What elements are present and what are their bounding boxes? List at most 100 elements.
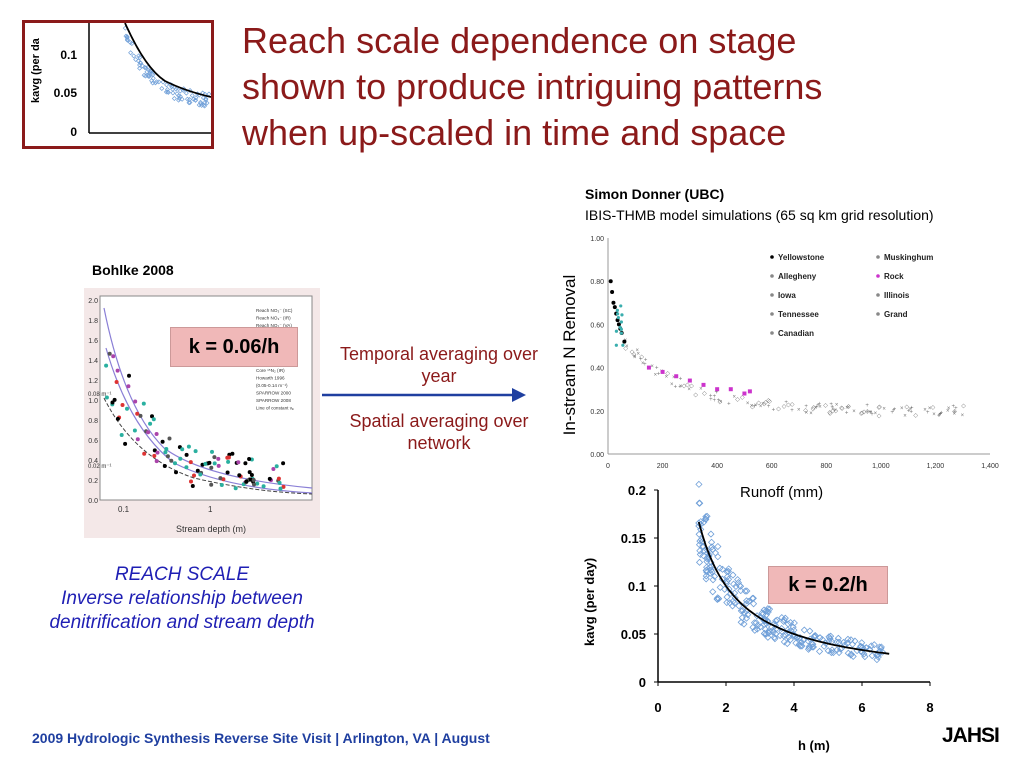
bohlke-point: [184, 465, 189, 470]
donner-point: ◇: [860, 410, 865, 416]
donner-point: +: [715, 389, 719, 395]
donner-point: ×: [670, 382, 674, 388]
bohlke-point: [178, 456, 183, 461]
donner-point: ◇: [827, 410, 832, 416]
donner-point: ◇: [782, 404, 787, 410]
donner-point: ×: [635, 348, 639, 354]
stage-xtick-label: 0: [654, 700, 661, 715]
donner-point: ×: [814, 405, 818, 411]
stage-point: [844, 635, 852, 643]
bohlke-yticks: 2.0 1.8 1.6 1.4 1.2 1.0 0.8 0.6 0.4 0.2 0.0: [88, 298, 98, 505]
thumb-point: [174, 91, 180, 97]
thumb-point: [193, 95, 199, 101]
donner-point: +: [869, 410, 873, 416]
donner-legend-marker: [770, 255, 774, 259]
donner-point: ×: [750, 403, 754, 409]
donner-point: ◇: [905, 405, 910, 411]
bohlke-legend-label: Howarth 1996: [256, 376, 285, 381]
donner-xtick-label: 600: [766, 463, 778, 470]
donner-legend-label: Grand: [884, 310, 908, 319]
donner-point: ×: [797, 408, 801, 414]
donner-point: ×: [928, 406, 932, 412]
donner-point: ×: [672, 375, 676, 381]
bohlke-point: [277, 480, 282, 485]
stage-point: [708, 568, 716, 576]
stage-points: [695, 480, 887, 664]
bohlke-point: [226, 455, 231, 460]
donner-point: ×: [831, 407, 835, 413]
bohlke-point: [218, 476, 223, 481]
donner-xtick-label: 200: [657, 463, 669, 470]
bohlke-xlabel: Stream depth (m): [176, 524, 246, 534]
bohlke-point: [212, 461, 217, 466]
stage-ylabel: kavg (per day): [582, 558, 597, 646]
stage-point: [765, 605, 774, 613]
donner-point: ◇: [786, 402, 791, 408]
bohlke-point: [226, 459, 231, 464]
stage-point: [861, 653, 869, 661]
donner-point: ◇: [862, 409, 867, 415]
thumb-point: [145, 73, 151, 79]
stage-point: [764, 633, 772, 641]
bohlke-point: [243, 461, 248, 466]
donner-point: ◇: [639, 354, 644, 360]
bohlke-point: [115, 368, 120, 373]
thumb-point: [199, 102, 205, 108]
stage-point: [764, 608, 772, 616]
thumb-point: [141, 72, 147, 78]
stage-point: [828, 646, 836, 654]
bohlke-point: [107, 351, 112, 356]
donner-point: +: [709, 394, 713, 400]
temporal-averaging-text: Temporal averaging over year: [339, 344, 539, 386]
donner-point-tennessee: [619, 331, 624, 335]
stage-point: [763, 617, 772, 625]
stage-point: [815, 647, 824, 655]
stage-point: [827, 632, 835, 640]
stage-xtick-label: 2: [722, 700, 729, 715]
stage-point: [708, 538, 716, 546]
donner-point: +: [767, 404, 771, 410]
spatial-averaging-text: Spatial averaging over network: [349, 411, 529, 453]
bohlke-annotation: 0.08 m⁻¹: [88, 392, 112, 398]
stage-xticks: 0 2 4 6 8: [654, 682, 934, 715]
donner-point: ◇: [685, 382, 690, 388]
donner-legend-marker: [770, 293, 774, 297]
stage-point: [716, 564, 724, 572]
thumb-point: [200, 95, 206, 101]
stage-point: [809, 640, 817, 648]
donner-point: ×: [636, 352, 640, 358]
donner-point: ×: [833, 408, 837, 414]
donner-point-rock: [747, 389, 752, 394]
thumb-point: [144, 69, 150, 75]
bohlke-point: [151, 417, 156, 422]
donner-point: +: [892, 408, 896, 414]
donner-point: +: [940, 411, 944, 417]
bohlke-ytick-label: 0.2: [88, 478, 98, 485]
donner-point: ◇: [693, 392, 698, 398]
stage-point: [696, 537, 704, 545]
donner-point: ◇: [689, 384, 694, 390]
stage-point: [723, 577, 731, 585]
donner-point: ×: [903, 413, 907, 419]
bohlke-point: [150, 414, 154, 419]
bohlke-point: [225, 470, 230, 475]
donner-legend-marker: [770, 312, 774, 316]
stage-ytick-label: 0.15: [621, 531, 646, 546]
stage-plot: kavg (per day) h (m) 0.2 0.15 0.1 0.05 0 0 2 4…: [582, 480, 934, 753]
bohlke-point: [233, 486, 238, 491]
bohlke-point: [186, 444, 191, 449]
bohlke-point: [249, 473, 254, 477]
donner-chart: 1.00 0.80 0.60 0.40 0.20 0.00 0 200 400 600 800 1,…: [576, 232, 1006, 490]
donner-point: ×: [908, 407, 912, 413]
bohlke-ytick-label: 0.8: [88, 418, 98, 425]
thumb-point: [173, 86, 179, 92]
donner-legend-label: Rock: [884, 272, 904, 281]
stage-point: [776, 631, 784, 640]
bohlke-point: [173, 461, 177, 466]
donner-ytick-label: 0.60: [590, 322, 604, 329]
thumb-point: [124, 35, 130, 41]
reach-scale-caption: REACH SCALE Inverse relationship between…: [14, 563, 350, 635]
donner-point: ×: [946, 408, 950, 414]
donner-legend: Yellowstone Muskinghum Allegheny Rock Iowa Il…: [770, 253, 933, 338]
stage-point: [716, 583, 724, 591]
